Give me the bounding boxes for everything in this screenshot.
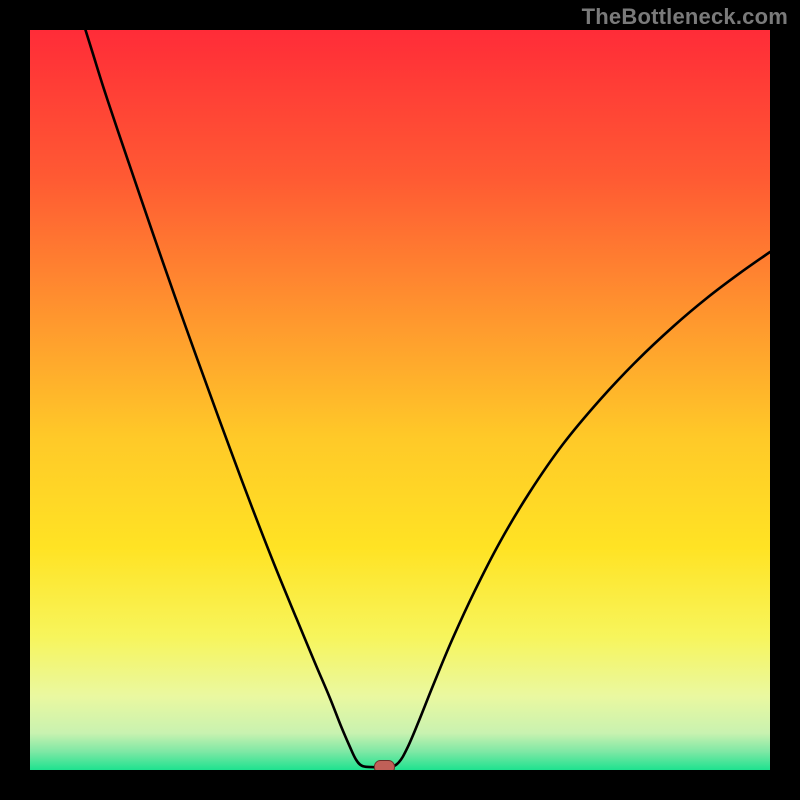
minimum-marker (374, 761, 394, 770)
chart-container: TheBottleneck.com (0, 0, 800, 800)
plot-area (30, 30, 770, 770)
gradient-background (30, 30, 770, 770)
chart-svg (30, 30, 770, 770)
watermark-text: TheBottleneck.com (582, 4, 788, 30)
